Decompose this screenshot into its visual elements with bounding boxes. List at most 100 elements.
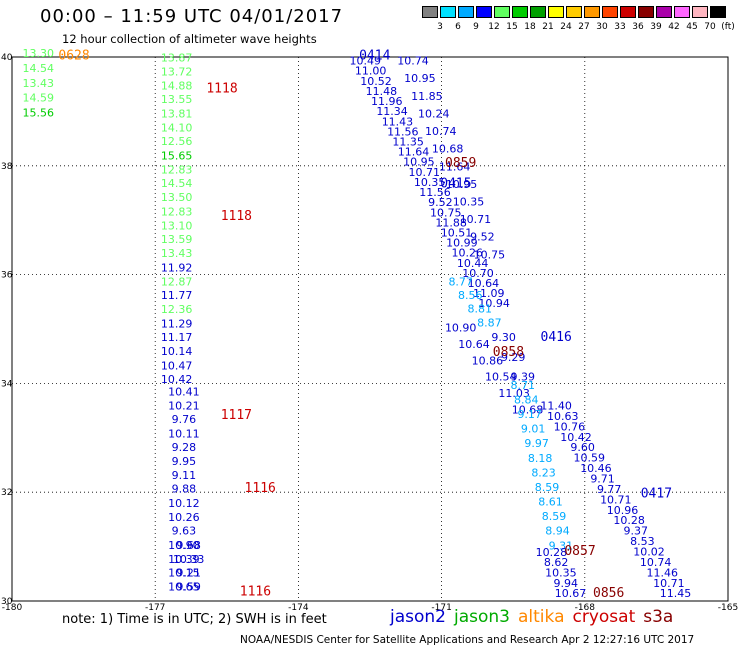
wave-height-value: 10.28 <box>536 546 568 559</box>
wave-height-value: 9.31 <box>549 539 574 552</box>
wave-height-value: 10.71 <box>409 166 441 179</box>
color-scale-label: 12 <box>488 22 500 32</box>
wave-height-value: 15.56 <box>23 106 55 119</box>
wave-height-value: 10.75 <box>474 248 506 261</box>
color-scale-label: 39 <box>650 22 662 32</box>
wave-height-value: 9.88 <box>172 483 197 496</box>
wave-height-value: 13.50 <box>161 191 193 204</box>
wave-height-value: 10.76 <box>554 420 586 433</box>
latitude-tick-label: 30 <box>1 597 13 607</box>
color-scale-swatch <box>512 6 528 18</box>
wave-height-value: 10.86 <box>472 354 504 367</box>
wave-height-value: 12.87 <box>161 275 193 288</box>
wave-height-value: 9.63 <box>172 525 197 538</box>
wave-height-value: 10.42 <box>560 431 592 444</box>
wave-height-value: 10.12 <box>168 497 200 510</box>
longitude-tick-label: -171 <box>431 603 451 613</box>
wave-height-value: 10.24 <box>418 107 450 120</box>
color-scale-label: (ft) <box>721 22 735 32</box>
wave-height-value: 10.21 <box>168 400 200 413</box>
wave-height-value: 10.41 <box>168 385 200 398</box>
wave-height-value: 10.42 <box>161 373 193 386</box>
wave-height-value: 8.59 <box>542 510 567 523</box>
wave-height-value: 10.28 <box>613 514 645 527</box>
wave-height-value: 11.00 <box>355 65 387 78</box>
wave-height-value: 10.52 <box>360 75 392 88</box>
wave-height-value: 10.74 <box>640 556 672 569</box>
wave-height-value: 10.59 <box>574 452 606 465</box>
wave-height-value: 9.21 <box>176 567 201 580</box>
wave-height-value: 8.59 <box>535 481 560 494</box>
wave-height-value: 13.81 <box>161 107 193 120</box>
pass-time-label: 0857 <box>564 544 595 559</box>
wave-height-value: 9.59 <box>176 581 201 594</box>
wave-height-value: 9.39 <box>510 371 535 384</box>
wave-height-value: 14.54 <box>23 62 55 75</box>
wave-height-value: 9.60 <box>570 441 595 454</box>
wave-height-value: 9.94 <box>553 577 578 590</box>
longitude-tick-label: -177 <box>145 603 165 613</box>
wave-height-value: 10.63 <box>547 410 579 423</box>
wave-height-value: 11.88 <box>435 216 467 229</box>
longitude-tick-label: -180 <box>2 603 23 613</box>
legend-jason3: jason3 <box>454 607 510 627</box>
wave-height-value: 9.37 <box>623 525 648 538</box>
wave-height-value: 14.59 <box>23 92 55 105</box>
wave-height-value: 9.52 <box>428 196 453 209</box>
color-scale-label: 15 <box>506 22 518 32</box>
latitude-tick-label: 38 <box>1 162 13 172</box>
wave-height-value: 10.33 <box>173 553 205 566</box>
credit-line: NOAA/NESDIS Center for Satellite Applica… <box>240 634 695 646</box>
wave-height-value: 8.53 <box>630 535 655 548</box>
wave-height-value: 13.43 <box>23 77 55 90</box>
wave-height-value: 10.11 <box>168 427 200 440</box>
wave-height-value: 9.28 <box>172 441 197 454</box>
wave-height-value: 8.62 <box>544 556 569 569</box>
wave-height-value: 10.95 <box>403 156 435 169</box>
wave-height-value: 13.10 <box>161 219 193 232</box>
wave-height-value: 10.65 <box>168 581 200 594</box>
wave-height-value: 10.49 <box>349 55 381 68</box>
wave-height-value: 10.95 <box>446 178 478 191</box>
longitude-tick-label: -168 <box>575 603 596 613</box>
wave-height-value: 13.59 <box>161 233 193 246</box>
color-scale-swatch <box>566 6 582 18</box>
color-scale-swatch <box>458 6 474 18</box>
wave-height-value: 15.65 <box>161 149 193 162</box>
wave-height-value: 10.68 <box>432 143 464 156</box>
wave-height-value: 11.85 <box>411 90 443 103</box>
wave-height-value: 9.68 <box>176 539 201 552</box>
wave-height-value: 11.35 <box>392 135 424 148</box>
wave-height-value: 11.17 <box>161 331 193 344</box>
color-scale-swatch <box>638 6 654 18</box>
wave-height-value: 8.61 <box>538 496 563 509</box>
color-scale-swatch <box>530 6 546 18</box>
satellite-legend: jason2 jason3 altika cryosat s3a <box>390 607 681 627</box>
wave-height-value: 9.11 <box>172 469 197 482</box>
wave-height-value: 10.99 <box>446 237 478 250</box>
color-scale-swatch <box>476 6 492 18</box>
wave-height-value: 9.95 <box>172 455 197 468</box>
color-scale-swatch <box>584 6 600 18</box>
color-scale-label: 9 <box>473 22 479 32</box>
pass-time-label: 0414 <box>359 49 390 64</box>
wave-height-value: 12.56 <box>161 135 193 148</box>
wave-height-value: 8.71 <box>510 379 535 392</box>
wave-height-value: 9.76 <box>172 413 197 426</box>
wave-height-value: 10.68 <box>512 403 544 416</box>
wave-height-value: 13.55 <box>161 93 193 106</box>
latitude-tick-label: 32 <box>1 488 12 498</box>
color-scale-label: 30 <box>596 22 608 32</box>
wave-height-value: 10.74 <box>397 55 429 68</box>
wave-height-value: 13.43 <box>161 247 193 260</box>
map-axes: -180 -177 -174 -171 -168 -165 40 38 36 34 32 30 <box>1 53 738 613</box>
wave-height-value: 12.83 <box>161 163 193 176</box>
wave-height-value: 9.17 <box>517 408 542 421</box>
wave-height-value: 8.23 <box>531 466 556 479</box>
wave-height-value: 11.46 <box>646 566 678 579</box>
wave-height-value: 10.46 <box>580 462 612 475</box>
wave-height-value: 10.35 <box>545 567 577 580</box>
wave-height-value: 11.45 <box>660 587 692 600</box>
color-scale-swatch <box>620 6 636 18</box>
wave-height-value: 12.36 <box>161 303 193 316</box>
